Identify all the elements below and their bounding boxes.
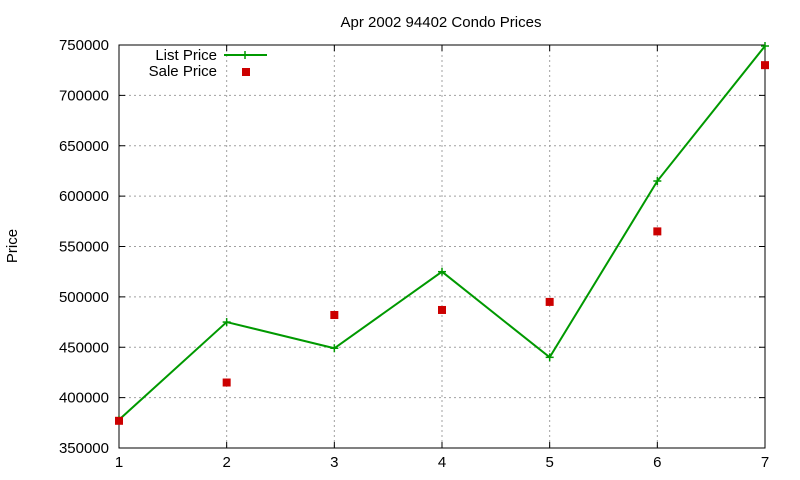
data-point-sale-price — [115, 416, 123, 425]
legend-label-sale-price: Sale Price — [149, 63, 217, 80]
legend-marker-list-price — [241, 51, 249, 59]
legend: List Price Sale Price — [149, 47, 267, 80]
data-point-list-price — [653, 177, 662, 186]
grid-lines — [119, 45, 765, 448]
y-tick-label: 700000 — [59, 87, 109, 104]
series-line-list-price — [118, 45, 766, 421]
y-tick-label: 550000 — [59, 239, 109, 256]
data-point-list-price — [438, 267, 446, 276]
y-tick-label: 500000 — [59, 289, 109, 306]
y-tick-label: 750000 — [59, 37, 109, 54]
legend-marker-sale-price — [242, 68, 250, 76]
data-point-sale-price — [222, 378, 231, 387]
y-axis-label: Price — [4, 229, 21, 263]
y-tick-label: 400000 — [59, 390, 109, 407]
y-tick-label: 350000 — [59, 440, 109, 457]
y-axis: 350000 400000 450000 500000 550000 600000 6500… — [59, 37, 765, 457]
chart-title: Apr 2002 94402 Condo Prices — [341, 14, 542, 31]
plot-area — [115, 42, 769, 425]
x-tick-label: 6 — [653, 454, 661, 471]
data-point-list-price — [761, 42, 769, 51]
x-tick-label: 4 — [438, 454, 446, 471]
data-point-sale-price — [438, 305, 446, 314]
legend-label-list-price: List Price — [155, 47, 217, 64]
data-point-list-price — [545, 353, 554, 362]
x-tick-label: 7 — [761, 454, 769, 471]
data-point-sale-price — [653, 227, 662, 236]
data-point-list-price — [330, 344, 339, 353]
data-point-sale-price — [761, 61, 769, 70]
x-tick-label: 2 — [222, 454, 230, 471]
x-tick-label: 5 — [545, 454, 553, 471]
x-tick-label: 3 — [330, 454, 338, 471]
x-tick-label: 1 — [115, 454, 123, 471]
y-tick-label: 600000 — [59, 188, 109, 205]
data-point-list-price — [222, 318, 231, 327]
data-point-sale-price — [330, 311, 339, 320]
x-axis: 1 2 3 4 5 6 7 — [115, 45, 769, 471]
data-point-sale-price — [545, 297, 554, 306]
y-tick-label: 450000 — [59, 339, 109, 356]
y-tick-label: 650000 — [59, 138, 109, 155]
